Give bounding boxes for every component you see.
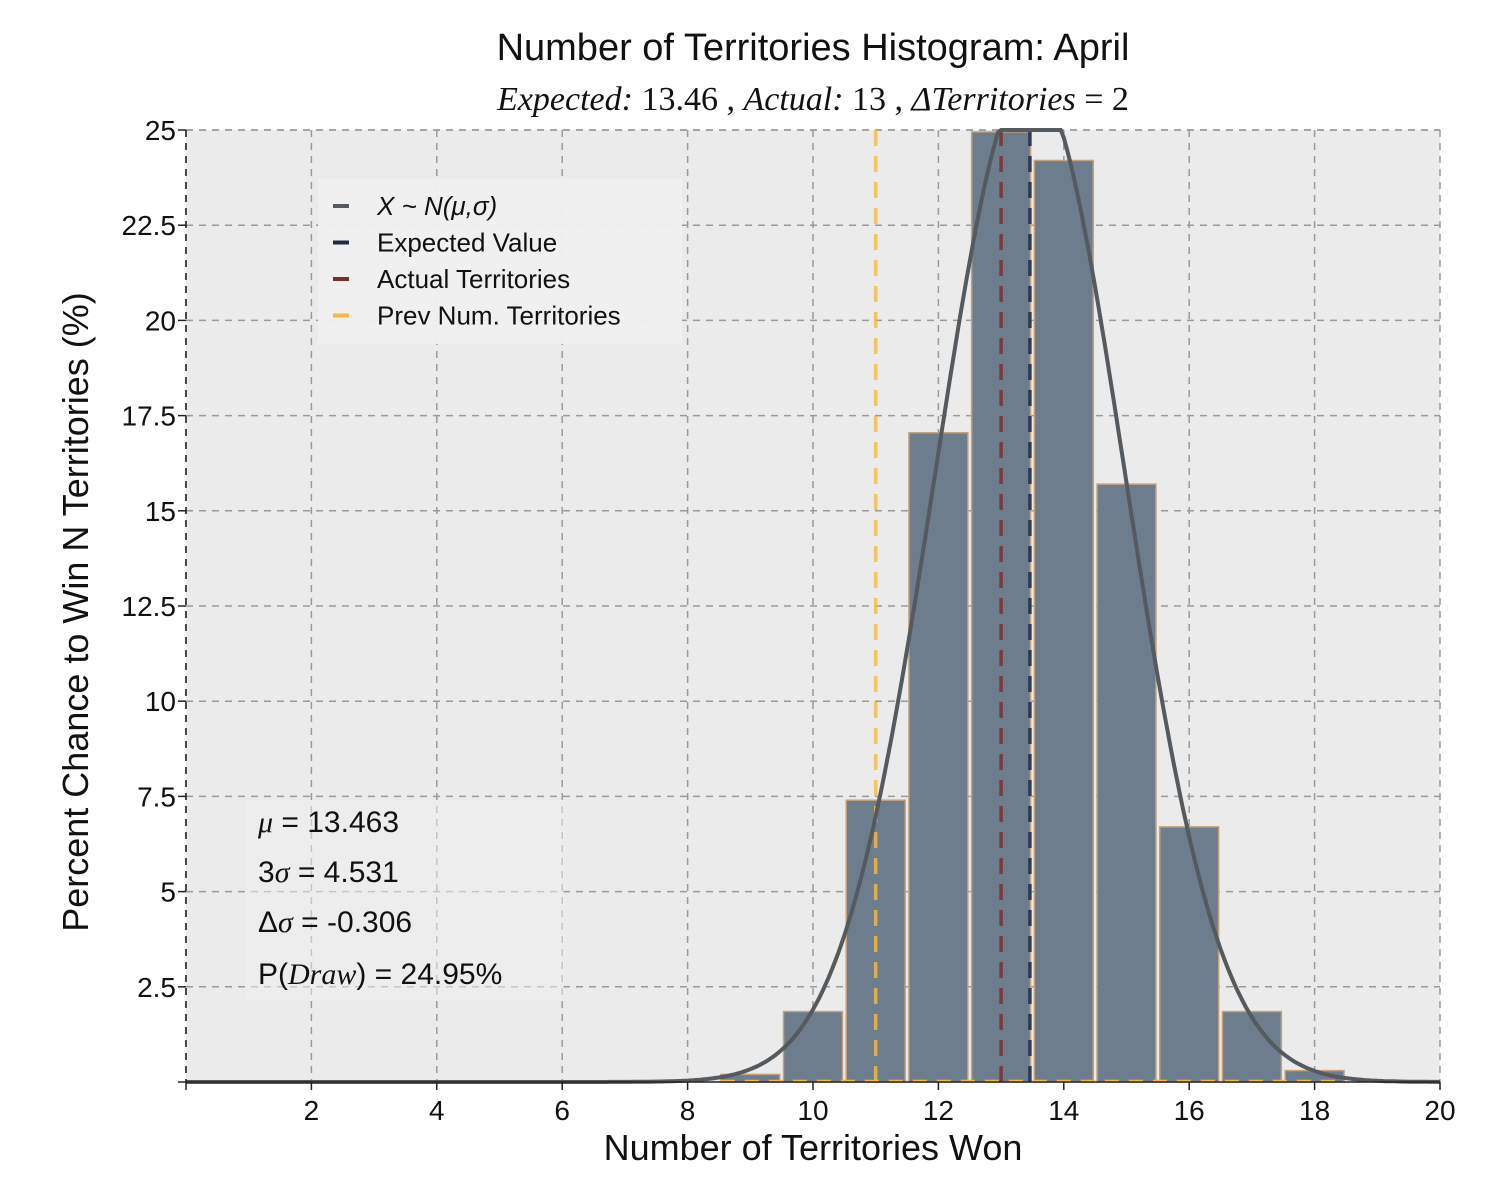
bar <box>1096 483 1157 1083</box>
y-tick-label: 10 <box>145 686 176 717</box>
stat-pdraw: P(Draw) = 24.95% <box>258 958 502 991</box>
stat-pdraw-prefix: P( <box>258 958 288 991</box>
subtitle-actual-label: Actual: <box>741 81 843 118</box>
y-tick-label: 20 <box>145 305 176 336</box>
stat-dsigma-symbol: σ <box>278 906 294 939</box>
x-tick-label: 2 <box>304 1095 320 1126</box>
x-tick-label: 4 <box>429 1095 445 1126</box>
subtitle-delta-value: = 2 <box>1084 81 1129 118</box>
legend-label: Actual Territories <box>377 264 570 294</box>
stat-mu-value: = 13.463 <box>273 806 399 839</box>
reference-lines <box>873 130 1032 1082</box>
bar <box>1158 826 1220 1083</box>
y-axis-label: Percent Chance to Win N Territories (%) <box>55 292 96 932</box>
x-tick-label: 16 <box>1174 1095 1205 1126</box>
x-tick-label: 12 <box>923 1095 954 1126</box>
x-tick-label: 18 <box>1299 1095 1330 1126</box>
y-tick-label: 12.5 <box>122 591 177 622</box>
y-tick-label: 17.5 <box>122 401 177 432</box>
stat-3sigma-value: = 4.531 <box>289 856 398 889</box>
stat-dsigma: Δσ = -0.306 <box>258 906 412 939</box>
x-axis-label: Number of Territories Won <box>604 1127 1023 1168</box>
y-tick-label: 25 <box>145 115 176 146</box>
stat-3sigma: 3σ = 4.531 <box>258 856 399 889</box>
legend: X ~ N(μ,σ) Expected Value Actual Territori… <box>318 178 682 344</box>
x-tick-label: 6 <box>554 1095 570 1126</box>
bar <box>782 1010 844 1083</box>
y-tick-label: 15 <box>145 496 176 527</box>
subtitle-sep-1: , <box>726 81 743 118</box>
chart-subtitle: Expected: 13.46 , Actual: 13 , ΔTerritor… <box>496 81 1129 118</box>
stat-dsigma-prefix: Δ <box>258 906 278 939</box>
subtitle-expected-value: 13.46 <box>641 81 718 118</box>
x-tick-label: 10 <box>797 1095 828 1126</box>
y-tick-label: 2.5 <box>137 972 176 1003</box>
subtitle-sep-2: , <box>895 81 912 118</box>
stat-pdraw-symbol: Draw <box>287 958 356 991</box>
x-tick-label: 20 <box>1424 1095 1455 1126</box>
stat-mu: μ = 13.463 <box>257 806 399 839</box>
stat-dsigma-value: = -0.306 <box>293 906 412 939</box>
legend-label: Prev Num. Territories <box>377 301 621 331</box>
chart-title: Number of Territories Histogram: April <box>497 27 1130 69</box>
grid-lines <box>185 129 1441 1082</box>
bar <box>1033 159 1095 1083</box>
subtitle-actual-value: 13 <box>852 81 886 118</box>
legend-label: Expected Value <box>377 228 557 258</box>
subtitle-delta-label: ΔTerritories <box>910 81 1076 118</box>
stat-3sigma-symbol: σ <box>275 856 291 889</box>
y-tick-label: 5 <box>160 877 176 908</box>
y-tick-label: 7.5 <box>137 781 176 812</box>
subtitle-expected-label: Expected: <box>496 81 633 118</box>
legend-box <box>318 178 682 344</box>
stat-mu-symbol: μ <box>257 806 273 839</box>
stat-pdraw-value: ) = 24.95% <box>356 958 502 991</box>
legend-label: X ~ N(μ,σ) <box>376 191 497 221</box>
bar <box>908 431 969 1083</box>
x-tick-label: 14 <box>1048 1095 1079 1126</box>
y-tick-label: 22.5 <box>122 210 177 241</box>
x-tick-label: 8 <box>680 1095 696 1126</box>
stat-3sigma-prefix: 3 <box>258 856 275 889</box>
stats-box-bg <box>246 800 564 1000</box>
axes: 2 4 6 8 10 12 14 16 18 20 2.5 5 7.5 10 12.5 15 17.5 20 22.… <box>122 115 1456 1126</box>
stats-box: μ = 13.463 3σ = 4.531 Δσ = -0.306 P(Draw… <box>246 800 564 1000</box>
